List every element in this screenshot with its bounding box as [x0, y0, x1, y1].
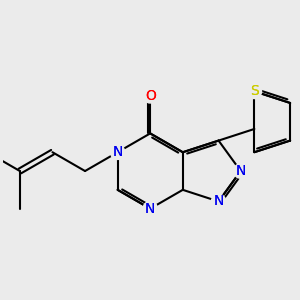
Circle shape [247, 84, 262, 98]
Text: N: N [145, 202, 155, 216]
Text: S: S [250, 84, 259, 98]
Circle shape [143, 88, 158, 103]
Circle shape [212, 194, 226, 209]
Text: N: N [213, 194, 224, 208]
Text: S: S [250, 84, 259, 98]
Text: N: N [112, 145, 123, 159]
Text: O: O [145, 89, 156, 103]
Text: O: O [145, 89, 156, 103]
Text: N: N [145, 202, 155, 216]
Circle shape [143, 202, 158, 216]
Text: N: N [236, 164, 246, 178]
Circle shape [233, 164, 248, 178]
Text: N: N [112, 145, 123, 159]
Text: N: N [236, 164, 246, 178]
Circle shape [110, 145, 125, 159]
Text: N: N [213, 194, 224, 208]
